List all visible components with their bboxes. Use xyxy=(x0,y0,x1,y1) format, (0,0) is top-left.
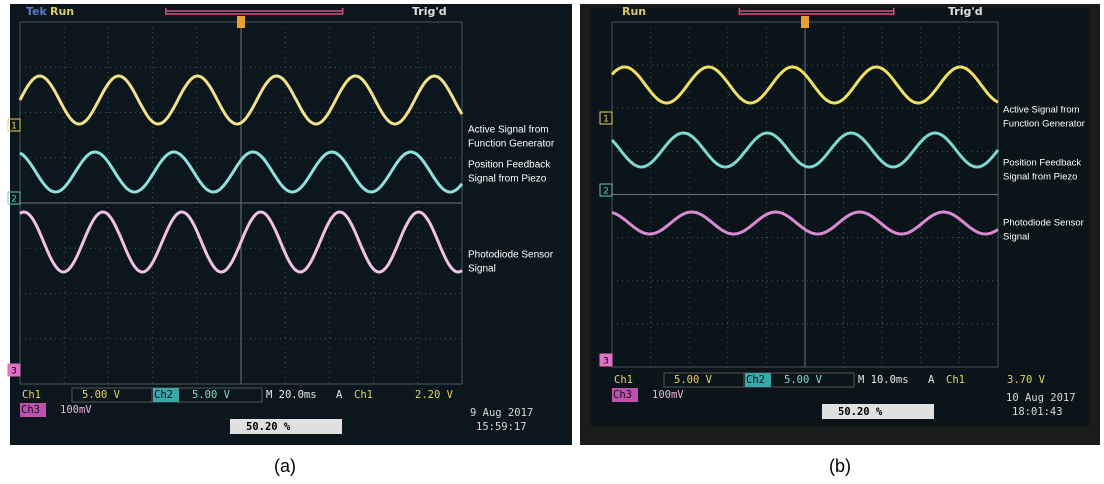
annotation: Photodiode Sensor xyxy=(1003,218,1084,229)
readout-ch1-scale: 5.00 V xyxy=(82,389,121,401)
readout-position: 50.20 % xyxy=(246,421,291,433)
annotation: Signal from Piezo xyxy=(1003,172,1077,183)
annotation: Function Generator xyxy=(1003,119,1085,130)
readout-ch1-scale: 5.00 V xyxy=(674,374,713,386)
trigger-marker xyxy=(801,16,809,28)
channel-marker-label: 3 xyxy=(11,367,17,377)
channel-marker-label: 1 xyxy=(11,122,17,132)
readout-trig-level: 2.20 V xyxy=(415,389,454,401)
trigger-status: Trig'd xyxy=(412,5,447,18)
readout-ch1: Ch1 xyxy=(614,374,633,386)
annotation: Function Generator xyxy=(468,139,555,150)
trigger-status: Trig'd xyxy=(948,5,983,18)
readout-trig-mode: A xyxy=(928,374,935,386)
readout-timebase: M 20.0ms xyxy=(266,389,317,401)
readout-timebase: M 10.0ms xyxy=(858,374,909,386)
readout-ch1: Ch1 xyxy=(22,389,41,401)
channel-marker-label: 3 xyxy=(603,357,609,367)
readout-trig-source: Ch1 xyxy=(946,374,965,386)
figure: TekRunTrig'd123Active Signal fromFunctio… xyxy=(0,0,1104,480)
readout-ch3: Ch3 xyxy=(21,404,40,416)
annotation: Position Feedback xyxy=(468,160,551,171)
annotation: Signal from Piezo xyxy=(468,174,547,185)
trigger-marker xyxy=(237,16,245,28)
readout-ch3: Ch3 xyxy=(613,389,632,401)
caption: (b) xyxy=(829,456,851,476)
status: Run xyxy=(622,5,646,18)
readout-position: 50.20 % xyxy=(838,406,883,418)
brand: Tek xyxy=(26,5,48,18)
annotation: Photodiode Sensor xyxy=(468,250,554,261)
status: Run xyxy=(50,5,74,18)
channel-marker-label: 1 xyxy=(603,115,609,125)
annotation: Active Signal from xyxy=(468,125,549,136)
screen-a xyxy=(10,4,572,445)
readout-time: 18:01:43 xyxy=(1012,406,1063,418)
caption: (a) xyxy=(274,456,296,476)
readout-ch2-scale: 5.00 V xyxy=(192,389,231,401)
readout-ch2: Ch2 xyxy=(746,374,765,386)
annotation: Position Feedback xyxy=(1003,158,1081,169)
annotation: Active Signal from xyxy=(1003,105,1080,116)
annotation: Signal xyxy=(1003,232,1029,243)
channel-marker-label: 2 xyxy=(11,195,17,205)
readout-ch2-scale: 5.00 V xyxy=(784,374,823,386)
readout-time: 15:59:17 xyxy=(476,421,527,433)
readout-trig-mode: A xyxy=(336,389,343,401)
readout-trig-source: Ch1 xyxy=(354,389,373,401)
readout-trig-level: 3.70 V xyxy=(1007,374,1046,386)
readout-date: 9 Aug 2017 xyxy=(470,407,533,419)
annotation: Signal xyxy=(468,264,496,275)
readout-ch3-scale: 100mV xyxy=(60,404,92,416)
channel-marker-label: 2 xyxy=(603,187,609,197)
readout-ch3-scale: 100mV xyxy=(652,389,684,401)
readout-ch2: Ch2 xyxy=(154,389,173,401)
readout-date: 10 Aug 2017 xyxy=(1006,392,1076,404)
